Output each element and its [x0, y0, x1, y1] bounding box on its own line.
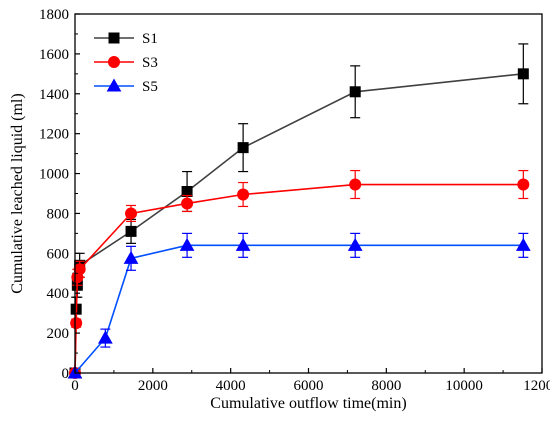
y-tick-label: 400	[47, 286, 70, 302]
y-tick-label: 200	[47, 326, 70, 342]
x-tick-label: 4000	[216, 378, 246, 394]
series-line-s5	[74, 244, 524, 374]
point-s3	[73, 263, 86, 276]
plot-layer	[67, 43, 531, 379]
point-s3	[517, 178, 530, 191]
y-tick-label: 1800	[39, 7, 69, 23]
legend-marker-s3	[108, 56, 120, 68]
legend: S1 S3 S5	[94, 31, 158, 95]
x-tick-label: 0	[71, 378, 79, 394]
x-tick-label: 6000	[294, 378, 324, 394]
point-s3	[181, 197, 194, 210]
point-s3	[125, 207, 138, 220]
series-s5	[67, 232, 531, 379]
point-s3	[70, 317, 83, 330]
point-s5	[347, 237, 363, 251]
series-line-s3	[74, 183, 524, 374]
series-s3	[69, 169, 530, 379]
point-s1	[517, 68, 529, 80]
series-s1	[69, 43, 529, 379]
point-s3	[237, 188, 250, 201]
point-s3	[349, 178, 362, 191]
series-line-s1	[74, 73, 524, 374]
point-s5	[179, 237, 195, 251]
y-tick-label: 1600	[39, 47, 69, 63]
point-s1	[349, 86, 361, 98]
point-s1	[237, 142, 249, 154]
y-tick-label: 0	[62, 366, 70, 382]
point-s5	[123, 250, 139, 264]
y-tick-label: 800	[47, 206, 70, 222]
point-s1	[125, 225, 137, 237]
y-tick-label: 600	[47, 246, 70, 262]
point-s5	[235, 237, 251, 251]
legend-marker-s5	[106, 78, 122, 92]
x-tick-label: 8000	[371, 378, 401, 394]
y-tick-label: 1400	[39, 87, 69, 103]
x-tick-label: 2000	[138, 378, 168, 394]
legend-label-s1: S1	[142, 31, 158, 47]
legend-label-s5: S5	[142, 79, 158, 95]
x-tick-label: 10000	[445, 378, 483, 394]
legend-label-s3: S3	[142, 55, 158, 71]
legend-marker-s1	[108, 32, 120, 44]
y-tick-label: 1000	[39, 167, 69, 183]
point-s5	[515, 237, 531, 251]
x-axis-label: Cumulative outflow time(min)	[210, 395, 406, 412]
y-tick-label: 1200	[39, 127, 69, 143]
y-axis-label: Cumulative leached liquid (ml)	[9, 93, 26, 293]
point-s5	[97, 330, 113, 344]
